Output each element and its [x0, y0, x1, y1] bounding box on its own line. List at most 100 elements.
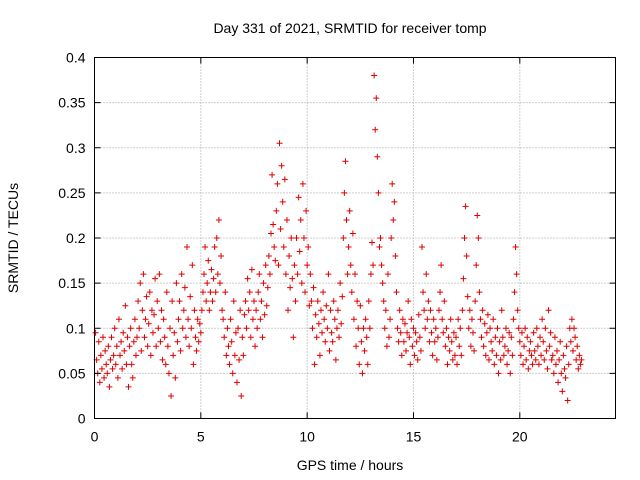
data-point — [238, 392, 245, 399]
data-point — [230, 298, 237, 305]
data-point — [433, 356, 440, 363]
data-point — [366, 325, 373, 332]
data-point — [153, 343, 160, 350]
data-point — [316, 352, 323, 359]
data-point — [406, 334, 413, 341]
data-point — [338, 320, 345, 327]
data-point — [443, 325, 450, 332]
data-point — [240, 352, 247, 359]
data-point — [518, 329, 525, 336]
data-point — [559, 388, 566, 395]
data-point — [510, 316, 517, 323]
data-point — [358, 338, 365, 345]
data-point — [409, 343, 416, 350]
data-point — [266, 271, 273, 278]
data-point — [547, 329, 554, 336]
data-point — [185, 316, 192, 323]
data-point — [449, 356, 456, 363]
data-point — [348, 289, 355, 296]
data-point — [522, 325, 529, 332]
data-point — [182, 334, 189, 341]
data-point — [164, 343, 171, 350]
data-point — [160, 316, 167, 323]
data-point — [424, 316, 431, 323]
data-point — [235, 325, 242, 332]
data-point — [331, 316, 338, 323]
y-tick-label: 0 — [78, 411, 86, 427]
x-tick-label: 20 — [512, 429, 528, 445]
data-point — [555, 379, 562, 386]
data-point — [106, 383, 113, 390]
data-point — [378, 262, 385, 269]
data-point — [505, 347, 512, 354]
data-point — [427, 307, 434, 314]
data-point — [467, 343, 474, 350]
data-point — [447, 316, 454, 323]
chart-title: Day 331 of 2021, SRMTID for receiver tom… — [213, 20, 486, 36]
data-point — [210, 275, 217, 282]
data-point — [451, 352, 458, 359]
data-point — [382, 307, 389, 314]
data-point — [114, 374, 121, 381]
data-point — [98, 365, 105, 372]
data-point — [458, 352, 465, 359]
data-point — [439, 316, 446, 323]
data-point — [330, 298, 337, 305]
data-point — [393, 289, 400, 296]
data-point — [375, 189, 382, 196]
data-point — [300, 235, 307, 241]
data-point — [107, 356, 114, 363]
data-point — [208, 266, 215, 273]
data-point — [128, 361, 135, 368]
data-point — [287, 284, 294, 291]
data-point — [173, 280, 180, 287]
data-point — [404, 329, 411, 336]
data-point — [148, 307, 155, 314]
data-point — [360, 325, 367, 332]
data-point — [437, 289, 444, 296]
data-point — [373, 95, 380, 102]
data-point — [573, 356, 580, 363]
data-point — [504, 361, 511, 368]
data-point — [533, 325, 540, 332]
data-point — [303, 207, 310, 214]
data-point — [474, 212, 481, 219]
data-point — [562, 374, 569, 381]
data-point — [441, 298, 448, 305]
data-point — [293, 235, 300, 241]
data-point — [377, 235, 384, 241]
data-point — [220, 316, 227, 323]
data-point — [97, 352, 104, 359]
data-point — [561, 365, 568, 372]
data-point — [259, 334, 266, 341]
data-point — [560, 352, 567, 359]
data-point — [550, 370, 557, 377]
data-point — [481, 320, 488, 327]
data-point — [381, 325, 388, 332]
data-point — [130, 338, 137, 345]
data-point — [546, 343, 553, 350]
data-point — [214, 271, 221, 278]
data-point — [273, 207, 280, 214]
data-point — [490, 316, 497, 323]
data-point — [283, 216, 290, 223]
data-point — [118, 338, 125, 345]
data-point — [450, 329, 457, 336]
data-point — [186, 343, 193, 350]
data-point — [444, 361, 451, 368]
data-point — [101, 374, 108, 381]
data-point — [189, 262, 196, 269]
data-point — [195, 338, 202, 345]
data-point — [115, 316, 122, 323]
data-point — [501, 343, 508, 350]
data-point — [184, 244, 191, 251]
data-point — [482, 352, 489, 359]
data-point — [495, 370, 502, 377]
data-point — [278, 162, 285, 169]
data-point — [455, 316, 462, 323]
data-point — [363, 334, 370, 341]
data-point — [457, 325, 464, 332]
y-tick-label: 0.05 — [58, 365, 85, 381]
data-point — [188, 325, 195, 332]
